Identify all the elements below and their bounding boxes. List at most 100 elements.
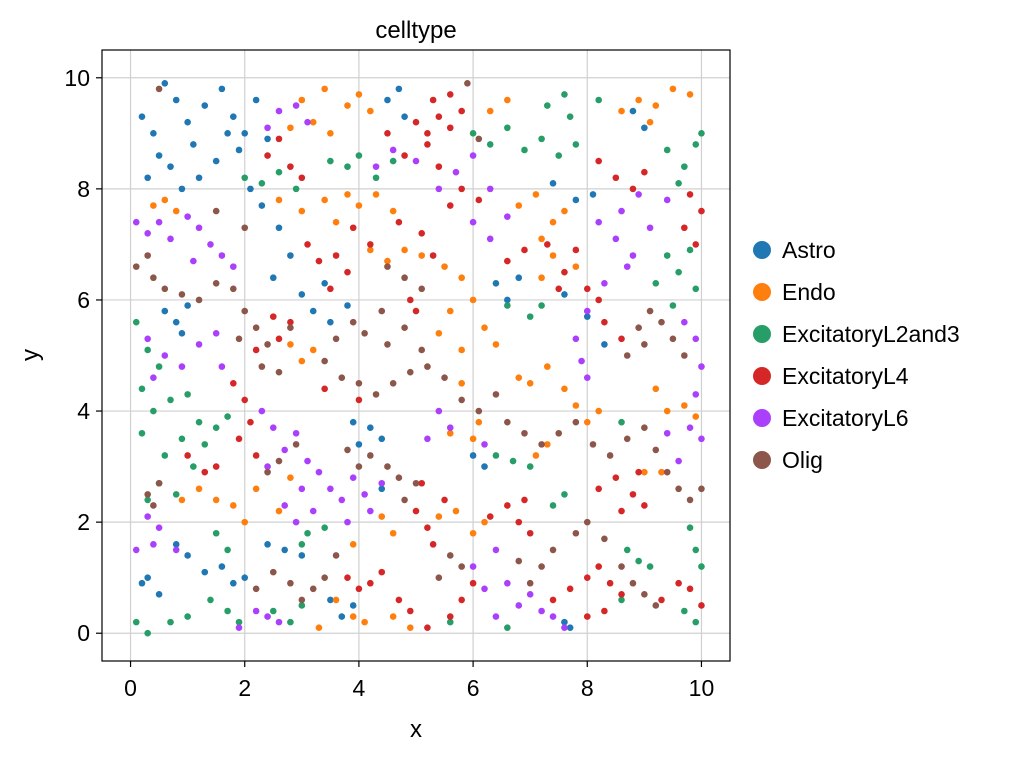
data-point	[235, 624, 243, 631]
data-point	[469, 435, 477, 443]
data-point	[583, 613, 591, 620]
y-tick-label: 2	[77, 509, 90, 535]
data-point	[315, 257, 323, 265]
data-point	[606, 452, 614, 459]
data-point	[504, 624, 511, 631]
data-point	[144, 496, 151, 504]
data-point	[230, 502, 237, 509]
data-point	[561, 618, 568, 626]
data-point	[435, 407, 443, 415]
data-point	[167, 235, 174, 243]
data-point	[264, 341, 271, 348]
data-point	[441, 496, 448, 504]
data-point	[663, 468, 671, 476]
data-point	[658, 468, 665, 476]
data-point	[469, 529, 477, 537]
data-point	[481, 585, 488, 593]
data-point	[469, 218, 477, 226]
data-point	[321, 524, 328, 531]
data-point	[264, 124, 271, 132]
data-point	[538, 563, 545, 570]
data-point	[155, 479, 163, 487]
data-point	[184, 118, 191, 126]
axis-ticks: 0 2 4 6 8 10 0 2 4 6 8 10	[64, 65, 714, 701]
data-point	[150, 502, 157, 509]
data-point	[424, 141, 431, 148]
data-point	[652, 446, 660, 454]
data-point	[178, 363, 186, 370]
data-point	[412, 118, 420, 126]
data-point	[298, 174, 306, 182]
data-point	[144, 335, 151, 343]
data-point	[184, 552, 191, 559]
data-point	[606, 579, 614, 587]
data-point	[241, 307, 249, 315]
data-point	[344, 518, 351, 526]
data-point	[172, 541, 180, 548]
data-point	[327, 596, 334, 604]
data-point	[372, 191, 380, 198]
data-point	[161, 352, 169, 359]
data-point	[218, 252, 226, 259]
data-point	[412, 479, 420, 487]
data-point	[538, 135, 545, 143]
data-point	[172, 546, 180, 554]
data-point	[138, 385, 146, 393]
data-point	[663, 407, 671, 415]
data-point	[504, 418, 511, 426]
data-point	[258, 202, 266, 209]
data-point	[212, 463, 220, 470]
data-point	[458, 379, 465, 387]
data-point	[504, 302, 511, 309]
data-point	[486, 513, 494, 520]
data-point	[212, 279, 220, 287]
data-point	[492, 546, 500, 554]
data-point	[367, 507, 374, 515]
legend-label: Endo	[782, 279, 836, 305]
data-point	[681, 352, 688, 359]
data-point	[686, 524, 694, 531]
data-point	[441, 263, 448, 270]
data-point	[155, 524, 163, 531]
data-point	[195, 418, 203, 426]
data-point	[372, 391, 380, 398]
data-point	[504, 296, 511, 304]
data-point	[138, 113, 146, 120]
data-point	[526, 591, 534, 598]
x-tick-label: 2	[238, 675, 251, 701]
data-point	[675, 457, 682, 465]
data-point	[349, 602, 357, 609]
data-point	[287, 579, 294, 587]
data-point	[492, 341, 500, 348]
data-point	[601, 341, 608, 348]
data-point	[698, 363, 705, 370]
data-point	[441, 374, 448, 382]
data-point	[212, 529, 220, 537]
grid-lines	[102, 50, 730, 661]
data-point	[406, 296, 414, 304]
data-point	[469, 579, 477, 587]
data-point	[321, 85, 328, 93]
data-point	[332, 596, 340, 604]
legend-label: ExcitatoryL4	[782, 363, 909, 389]
data-point	[669, 302, 677, 309]
data-point	[212, 329, 220, 337]
data-point	[218, 563, 226, 570]
data-point	[287, 618, 294, 626]
data-point	[424, 435, 431, 443]
data-point	[583, 285, 591, 293]
data-point	[321, 574, 328, 581]
data-point	[269, 568, 277, 576]
legend-marker	[753, 241, 771, 259]
data-point	[618, 207, 625, 215]
data-point	[641, 468, 648, 476]
data-point	[429, 96, 437, 104]
data-point	[509, 457, 517, 465]
data-point	[618, 596, 625, 604]
data-point	[698, 563, 705, 570]
data-point	[287, 252, 294, 259]
data-point	[207, 241, 214, 248]
data-point	[526, 313, 534, 320]
legend-marker	[753, 451, 771, 469]
data-points	[132, 80, 705, 637]
